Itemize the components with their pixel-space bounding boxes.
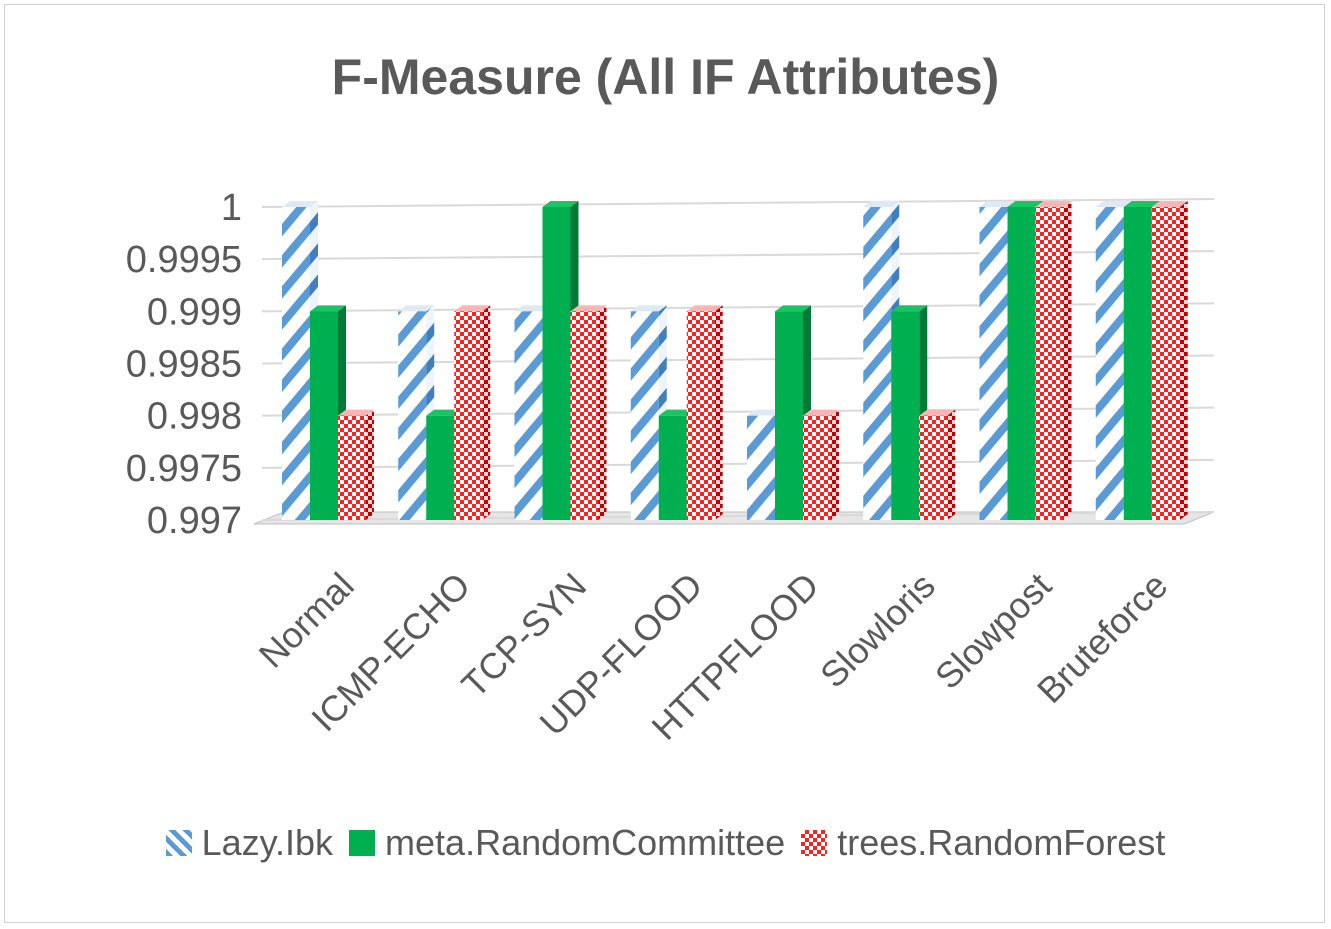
chart-legend: Lazy.Ibk meta.RandomCommittee trees.Random… (0, 822, 1331, 864)
bar-front (282, 207, 310, 520)
bar-front (775, 311, 803, 520)
bar-trees.RandomForest-HTTPFLOOD (803, 409, 839, 520)
bar-front (426, 415, 455, 520)
bar-front (310, 311, 338, 520)
y-tick-label: 0.997 (147, 500, 242, 542)
bar-side (598, 305, 607, 520)
bar-front (747, 415, 775, 520)
bar-front (570, 311, 599, 520)
bar-top (658, 409, 695, 416)
bar-front (686, 311, 715, 520)
bar-top (630, 305, 667, 312)
x-tick-label: Slowloris (812, 565, 943, 696)
bar-top (775, 305, 811, 312)
legend-label: trees.RandomForest (837, 822, 1166, 863)
bar-top (979, 201, 1016, 207)
bar-top (1007, 201, 1044, 207)
legend-item: Lazy.Ibk (165, 822, 334, 864)
bar-front (338, 415, 366, 520)
bar-top (310, 305, 346, 312)
bar-top (1151, 201, 1188, 207)
legend-item: trees.RandomForest (801, 822, 1165, 864)
y-tick-label: 0.9985 (126, 344, 242, 386)
bar-top (454, 305, 491, 312)
bar-top (1123, 201, 1160, 207)
bar-top (747, 409, 783, 416)
bar-top (338, 409, 374, 416)
bar-front (803, 415, 831, 520)
legend-swatch (165, 830, 192, 856)
bar-trees.RandomForest-Slowloris (919, 409, 956, 520)
bar-top (686, 305, 723, 312)
bar-top (1095, 201, 1132, 207)
legend-label: meta.RandomCommittee (385, 822, 786, 863)
legend-item: meta.RandomCommittee (349, 822, 785, 864)
bar-top (1035, 201, 1072, 207)
bar-front (891, 311, 920, 520)
bar-side (947, 409, 956, 520)
bar-front (863, 207, 892, 520)
bar-trees.RandomForest-UDP-FLOOD (686, 305, 723, 520)
bar-top (919, 409, 956, 416)
bar-top (426, 409, 463, 416)
bar-front (630, 311, 659, 520)
bar-front (514, 311, 543, 520)
bar-trees.RandomForest-Slowpost (1035, 201, 1072, 520)
bar-top (514, 305, 551, 312)
bar-top (570, 305, 607, 312)
legend-label: Lazy.Ibk (201, 822, 334, 863)
y-tick-label: 0.9975 (126, 448, 242, 490)
chart-title: F-Measure (All IF Attributes) (331, 49, 1000, 105)
bar-front (1151, 207, 1180, 520)
bar-front (979, 207, 1008, 520)
bar-front (1035, 207, 1064, 520)
legend-swatch (349, 830, 376, 856)
bar-top (863, 201, 900, 207)
y-tick-label: 0.999 (147, 291, 242, 333)
bar-top (398, 305, 435, 312)
bar-side (1179, 201, 1188, 520)
bar-front (1095, 207, 1124, 520)
bar-front (398, 311, 427, 520)
y-tick-label: 0.998 (147, 396, 242, 438)
bar-top (803, 409, 839, 416)
bar-side (714, 305, 723, 520)
bar-top (542, 201, 579, 207)
y-tick-label: 0.9995 (126, 239, 242, 281)
bar-side (482, 305, 491, 520)
y-tick-label: 1 (221, 187, 242, 229)
gridline (261, 198, 1215, 208)
bar-top (891, 305, 928, 312)
x-tick-label: Normal (251, 565, 362, 676)
bar-meta.RandomCommittee-UDP-FLOOD (658, 409, 695, 520)
bar-front (454, 311, 483, 520)
bar-front (1007, 207, 1036, 520)
bar-side (1063, 201, 1072, 520)
bar-side (366, 409, 374, 520)
bar-top (282, 201, 318, 207)
bar-front (1123, 207, 1152, 520)
bar-front (919, 415, 948, 520)
bar-front (542, 207, 571, 520)
bar-front (658, 415, 687, 520)
bar-trees.RandomForest-Normal (338, 409, 374, 520)
legend-swatch (801, 830, 828, 856)
bar-side (831, 409, 839, 520)
bar-trees.RandomForest-ICMP-ECHO (454, 305, 491, 520)
bar-trees.RandomForest-TCP-SYN (570, 305, 607, 520)
bar-trees.RandomForest-Bruteforce (1151, 201, 1188, 520)
